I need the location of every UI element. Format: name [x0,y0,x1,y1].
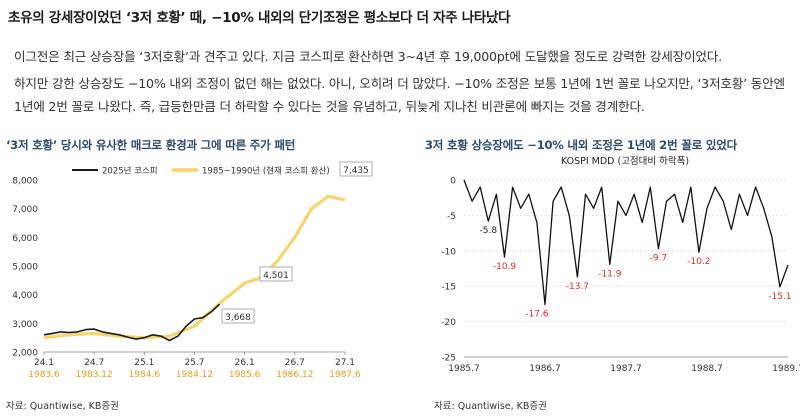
left-chart-source: 자료: Quantiwise, KB증권 [6,401,119,412]
y-tick-label: -20 [441,318,456,328]
series-line-2025 [43,303,221,342]
annotation-label: 3,668 [225,313,251,323]
mdd-annotation-label: -10.9 [493,262,517,272]
kospi-mdd-chart: KOSPI MDD (고점대비 하락폭) 0 -5 -10 -15 -20 -25 198… [441,155,800,374]
legend-label-2025: 2025년 코스피 [102,166,158,177]
x-tick-label-1985: 1984.6 [129,370,161,380]
x-tick-label: 1985.7 [448,364,480,374]
x-tick-label: 24.1 [34,358,54,368]
x-tick-label: 25.7 [184,358,204,368]
left-chart-subtitle: ‘3저 호황’ 당시와 유사한 매크로 환경과 그에 따른 주가 패턴 [6,138,296,152]
x-tick-label: 1986.7 [529,364,561,374]
y-tick-label: -10 [441,247,456,257]
mdd-annotation-label: -13.7 [566,282,589,292]
mdd-annotation-label: -15.1 [768,292,791,302]
y-tick-label: 7,000 [12,205,38,215]
right-chart-source: 자료: Quantiwise, KB증권 [434,401,547,412]
x-tick-label: 1988.7 [691,364,723,374]
y-tick-label: 4,000 [12,291,38,301]
mdd-annotation-label: -5.8 [480,226,498,236]
y-tick-label: 0 [450,177,456,187]
x-tick-label-1985: 1983.6 [28,370,60,380]
x-tick-label: 1987.7 [610,364,642,374]
y-tick-label: 6,000 [12,234,38,244]
x-tick-label-1985: 1986.12 [276,370,313,380]
kospi-comparison-chart: 2,000 3,000 4,000 5,000 6,000 7,000 8,000 24.1… [12,161,373,380]
y-tick-label: 8,000 [12,177,38,187]
x-tick-label: 25.1 [134,358,154,368]
right-chart-subtitle: 3저 호황 상승장에도 −10% 내외 조정은 1년에 2번 꼴로 있었다 [425,138,737,152]
headline: 초유의 강세장이었던 ‘3저 호황’ 때, −10% 내외의 단기조정은 평소보… [8,10,511,26]
paragraph-2: 하지만 강한 상승장도 −10% 내외 조정이 없던 해는 없었다. 아니, 오… [14,76,785,114]
y-tick-label: -25 [441,354,456,364]
x-tick-label: 24.7 [84,358,104,368]
annotation-label: 4,501 [263,271,289,281]
mdd-annotation-label: -17.6 [525,310,549,320]
mdd-annotation-label: -10.2 [687,257,710,267]
annotation-box [259,266,293,282]
series-line-1985 [43,194,346,340]
y-tick-label: 3,000 [12,320,38,330]
annotation-box [221,308,255,324]
y-tick-label: -5 [447,212,456,222]
x-tick-label-1985: 1987.6 [329,370,361,380]
y-tick-label: 5,000 [12,263,38,273]
mdd-annotation-label: -9.7 [650,254,668,264]
mdd-annotation-label: -11.9 [598,269,622,279]
legend-label-1985: 1985~1990년 (현재 코스피 환산) [202,166,330,177]
x-tick-label-1985: 1983.12 [76,370,113,380]
x-tick-label-1985: 1985.6 [229,370,261,380]
mdd-chart-title: KOSPI MDD (고점대비 하락폭) [561,155,689,167]
annotation-label: 7,435 [343,166,369,176]
mdd-series-line [463,179,789,306]
x-tick-label: 1989.7 [772,364,800,374]
x-tick-label: 27.1 [335,358,355,368]
x-tick-label: 26.7 [285,358,305,368]
paragraph-1: 이그전은 최근 상승장을 ‘3저호황’과 견주고 있다. 지금 코스피로 환산하… [14,49,722,64]
x-tick-label-1985: 1984.12 [176,370,213,380]
y-tick-label: -15 [441,283,456,293]
annotation-box [339,161,373,177]
y-tick-label: 2,000 [12,349,38,359]
x-tick-label: 26.1 [235,358,255,368]
